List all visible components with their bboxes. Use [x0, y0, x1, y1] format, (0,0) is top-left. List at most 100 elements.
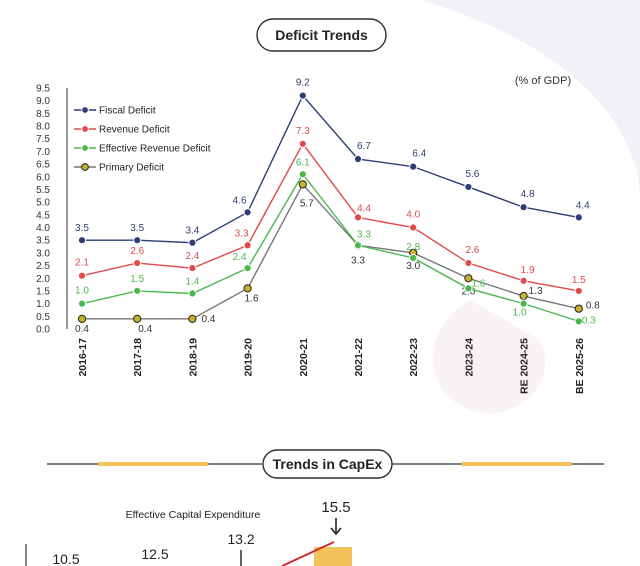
- revenue-line: [81, 142, 579, 292]
- x-tick-labels: 2016-17 2017-18 2018-19 2019-20 2020-21 2021-…: [77, 338, 586, 394]
- revenue-point: [298, 139, 307, 148]
- revenue-data-label: 4.4: [357, 203, 371, 214]
- x-tick-label: 2023-24: [463, 338, 475, 377]
- primary-data-label: 3.3: [351, 255, 365, 266]
- legend-item-revenue: Revenue Deficit: [74, 125, 170, 136]
- legend-item-fiscal: Fiscal Deficit: [74, 106, 156, 117]
- y-tick-label: 7.0: [36, 147, 50, 158]
- capex-value-3: 13.2: [227, 531, 254, 547]
- x-tick-label: 2022-23: [408, 338, 420, 377]
- revenue-point: [243, 241, 252, 250]
- revenue-data-label: 4.0: [406, 210, 420, 221]
- revenue-data-label: 1.9: [521, 265, 535, 276]
- fiscal-point: [133, 236, 142, 245]
- effective_revenue-data-label: 3.3: [357, 229, 371, 240]
- fiscal-data-label: 6.7: [357, 141, 371, 152]
- effective_revenue-data-label: 1.0: [513, 308, 527, 319]
- x-tick-label: 2019-20: [243, 338, 255, 377]
- primary-point: [133, 314, 142, 323]
- revenue-point: [464, 258, 473, 268]
- y-tick-label: 6.0: [36, 172, 50, 183]
- y-tick-label: 1.5: [36, 286, 50, 297]
- fiscal-point: [409, 162, 418, 171]
- fiscal-data-label: 3.4: [185, 226, 199, 237]
- effective_revenue-data-label: 1.5: [130, 274, 144, 285]
- series-effective_revenue: 1.0 1.5 1.4 2.4 6.1 3.3 2.8 1.6 1.0 0.3: [75, 157, 596, 326]
- fiscal-data-label: 4.6: [233, 195, 247, 206]
- legend-label: Effective Revenue Deficit: [99, 144, 211, 155]
- y-tick-label: 3.0: [36, 248, 50, 259]
- capex-title: Trends in CapEx: [273, 456, 383, 472]
- series-fiscal: 3.5 3.5 3.4 4.6 9.2 6.7 6.4 5.6 4.8 4.4: [75, 78, 590, 247]
- capex-preview: Effective Capital Expenditure 15.5 13.2 …: [25, 499, 352, 566]
- primary-data-label: 0.4: [75, 324, 89, 335]
- primary-data-label: 0.4: [138, 324, 152, 335]
- effective_revenue-data-label: 1.6: [471, 278, 485, 289]
- x-tick-label: 2016-17: [77, 338, 89, 377]
- y-tick-label: 4.5: [36, 210, 50, 221]
- primary-data-label: 0.4: [201, 314, 215, 325]
- revenue-data-label: 2.4: [185, 251, 199, 262]
- x-tick-label: BE 2025-26: [574, 338, 586, 394]
- revenue-data-label: 2.6: [130, 246, 144, 257]
- y-tick-label: 4.0: [36, 223, 50, 234]
- primary-point: [298, 180, 307, 189]
- legend-item-effective_revenue: Effective Revenue Deficit: [74, 144, 211, 155]
- effective_revenue-data-label: 2.8: [406, 242, 420, 253]
- revenue-point: [77, 271, 87, 280]
- primary-line: [82, 183, 579, 320]
- background-swoosh: [420, 0, 640, 200]
- effective_revenue-data-label: 2.4: [233, 252, 247, 263]
- y-tick-label: 2.0: [36, 274, 50, 285]
- fiscal-data-label: 9.2: [296, 78, 310, 89]
- fiscal-data-label: 5.6: [465, 169, 479, 180]
- effective_revenue-line: [81, 173, 580, 323]
- revenue-point: [409, 223, 418, 232]
- legend-label: Primary Deficit: [99, 163, 164, 174]
- effective_revenue-data-label: 1.4: [185, 276, 199, 287]
- primary-data-label: 1.6: [245, 293, 259, 304]
- y-tick-label: 8.0: [36, 122, 50, 133]
- fiscal-data-label: 4.4: [576, 200, 590, 211]
- legend: Fiscal Deficit Revenue Deficit Effective R…: [74, 106, 211, 174]
- capex-label: Effective Capital Expenditure: [126, 509, 261, 521]
- x-tick-label: 2021-22: [353, 338, 365, 377]
- capex-value-1: 10.5: [52, 551, 79, 566]
- legend-swatch-marker: [81, 125, 89, 133]
- x-tick-label: 2020-21: [298, 338, 310, 377]
- fiscal-point: [353, 154, 363, 164]
- effective_revenue-point: [464, 284, 473, 293]
- capex-section-header: Trends in CapEx: [47, 449, 604, 479]
- primary-data-label: 3.0: [406, 261, 420, 272]
- fiscal-point: [77, 236, 87, 245]
- y-tick-label: 9.0: [36, 96, 50, 107]
- y-tick-label: 3.5: [36, 236, 50, 247]
- effective_revenue-point: [519, 299, 528, 308]
- fiscal-point: [519, 203, 528, 212]
- fiscal-point: [188, 238, 197, 247]
- primary-data-label: 0.8: [586, 301, 600, 312]
- y-tick-label: 2.5: [36, 261, 50, 272]
- fiscal-data-label: 3.5: [130, 223, 144, 234]
- primary-point: [243, 284, 252, 293]
- capex-value-2: 12.5: [141, 546, 168, 562]
- primary-data-label: 1.3: [529, 286, 543, 297]
- revenue-point: [188, 264, 197, 273]
- effective_revenue-point: [133, 286, 142, 296]
- y-tick-label: 5.5: [36, 185, 50, 196]
- y-tick-label: 5.0: [36, 198, 50, 209]
- x-tick-label: 2018-19: [187, 338, 199, 377]
- title-box: Deficit Trends: [256, 18, 387, 52]
- fiscal-point: [574, 213, 583, 222]
- primary-point: [519, 291, 528, 301]
- capex-value-4: 15.5: [321, 499, 350, 516]
- capex-line: [281, 541, 335, 566]
- effective_revenue-point: [353, 241, 363, 250]
- fiscal-data-label: 6.4: [412, 149, 426, 160]
- revenue-point: [519, 276, 528, 285]
- primary-point: [77, 314, 87, 323]
- revenue-data-label: 1.5: [572, 275, 586, 286]
- effective_revenue-data-label: 1.0: [75, 286, 89, 297]
- legend-swatch-marker: [81, 144, 89, 152]
